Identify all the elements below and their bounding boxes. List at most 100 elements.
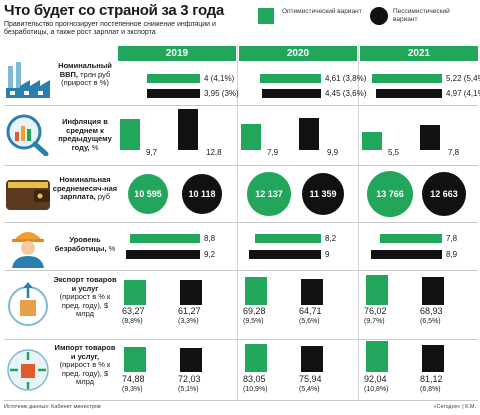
- salary-circle-optimistic: 12 137: [247, 172, 291, 216]
- import-bar-optimistic: [245, 344, 267, 372]
- row-label-export-main: Экспорт товаров и услуг: [53, 275, 117, 293]
- import-label-pessimistic: 72,03: [178, 374, 201, 384]
- row-label-import-sub: (прирост в % к пред. году), $ млрд: [59, 360, 111, 386]
- inflation-bar-optimistic: [241, 124, 261, 150]
- import-label-optimistic: 74,88: [122, 374, 145, 384]
- gdp-bar-optimistic: [372, 74, 442, 83]
- unemployment-bar-optimistic: [255, 234, 321, 243]
- row-label-inflation-main: Инфляция в среднем к предыдущему году,: [58, 117, 112, 152]
- import-label-pessimistic: 81,12: [420, 374, 443, 384]
- gdp-label-optimistic: 4,61 (3,8%): [325, 74, 367, 83]
- gdp-bar-pessimistic: [147, 89, 200, 98]
- row-label-import: Импорт товаров и услуг, (прирост в % к п…: [52, 343, 118, 387]
- row-label-unemployment-main: Уровень безработицы,: [54, 235, 107, 253]
- import-pct-optimistic: (9,3%): [122, 386, 143, 393]
- unemployment-bar-pessimistic: [249, 250, 321, 259]
- gdp-bar-optimistic: [259, 74, 321, 83]
- salary-circle-optimistic: 13 766: [367, 171, 413, 217]
- import-bar-pessimistic: [422, 344, 444, 372]
- unemployment-label-optimistic: 8,2: [325, 234, 337, 243]
- export-label-pessimistic: 64,71: [299, 306, 322, 316]
- legend-pessimistic-label: Пессимистический вариант: [393, 8, 450, 23]
- row-label-gdp-main: Номинальный ВВП,: [58, 61, 112, 79]
- export-pct-optimistic: (9,7%): [364, 318, 385, 325]
- row-label-export: Экспорт товаров и услуг (прирост в % к п…: [52, 275, 118, 319]
- unemployment-label-pessimistic: 9,2: [204, 250, 216, 259]
- import-pct-optimistic: (10,9%): [243, 386, 268, 393]
- salary-circle-pessimistic: 10 118: [182, 174, 222, 214]
- import-box-icon: [7, 349, 49, 391]
- export-pct-pessimistic: (6,5%): [420, 318, 441, 325]
- row-label-salary-sub: руб: [97, 192, 111, 201]
- row-divider: [4, 339, 478, 340]
- import-pct-pessimistic: (5,4%): [299, 386, 320, 393]
- unemployment-label-pessimistic: 9: [325, 250, 330, 259]
- export-label-pessimistic: 61,27: [178, 306, 201, 316]
- magnifier-chart-icon: [6, 114, 49, 156]
- row-label-inflation: Инфляция в среднем к предыдущему году, %: [52, 117, 118, 152]
- legend-pessimistic-swatch: [370, 7, 388, 25]
- salary-circle-pessimistic: 12 663: [421, 171, 467, 217]
- legend-optimistic-swatch: [258, 8, 274, 24]
- import-pct-optimistic: (10,8%): [364, 386, 389, 393]
- unemployment-bar-optimistic: [129, 234, 200, 243]
- gdp-bar-optimistic: [146, 74, 200, 83]
- page-subtitle: Правительство прогнозирует постепенное с…: [4, 21, 216, 36]
- gdp-bar-pessimistic: [375, 89, 442, 98]
- inflation-label-optimistic: 7,9: [267, 148, 279, 157]
- export-pct-pessimistic: (5,6%): [299, 318, 320, 325]
- column-divider: [358, 46, 359, 400]
- row-divider: [4, 400, 478, 401]
- row-label-inflation-sub: %: [91, 142, 99, 152]
- footer-source: Источник данных: Кабинет министров: [4, 404, 101, 410]
- year-header-2020: 2020: [239, 46, 357, 61]
- row-divider: [4, 270, 478, 271]
- import-label-optimistic: 83,05: [243, 374, 266, 384]
- export-label-optimistic: 76,02: [364, 306, 387, 316]
- row-label-export-sub: (прирост в % к пред. году), $ млрд: [59, 292, 111, 318]
- inflation-bar-pessimistic: [420, 124, 440, 150]
- import-bar-optimistic: [366, 340, 388, 372]
- import-label-pessimistic: 75,94: [299, 374, 322, 384]
- unemployment-label-optimistic: 7,8: [446, 234, 458, 243]
- export-label-optimistic: 69,28: [243, 306, 266, 316]
- inflation-bar-pessimistic: [178, 108, 198, 150]
- export-bar-pessimistic: [422, 277, 444, 305]
- gdp-label-optimistic: 5,22 (5,4%): [446, 74, 480, 83]
- inflation-bar-optimistic: [120, 118, 140, 150]
- gdp-label-pessimistic: 4,45 (3,6%): [325, 89, 367, 98]
- gdp-bar-pessimistic: [261, 89, 321, 98]
- export-bar-optimistic: [124, 279, 146, 305]
- row-divider: [4, 105, 478, 106]
- column-divider: [237, 46, 238, 400]
- import-pct-pessimistic: (5,1%): [178, 386, 199, 393]
- row-divider: [4, 165, 478, 166]
- import-bar-pessimistic: [301, 346, 323, 372]
- page-title: Что будет со страной за 3 года: [4, 2, 224, 19]
- import-pct-pessimistic: (6,8%): [420, 386, 441, 393]
- export-pct-optimistic: (8,8%): [122, 318, 143, 325]
- export-box-icon: [8, 282, 48, 326]
- row-divider: [4, 222, 478, 223]
- export-bar-optimistic: [366, 274, 388, 305]
- inflation-label-optimistic: 9,7: [146, 148, 158, 157]
- inflation-bar-pessimistic: [299, 118, 319, 150]
- worker-icon: [12, 232, 44, 268]
- inflation-label-pessimistic: 12,8: [206, 148, 222, 157]
- footer-credit: «Сегодня» | К.М.: [433, 404, 476, 410]
- inflation-label-pessimistic: 7,8: [448, 148, 460, 157]
- wallet-icon: [6, 180, 50, 210]
- row-label-unemployment: Уровень безработицы, %: [52, 235, 118, 253]
- salary-circle-pessimistic: 11 359: [302, 173, 344, 215]
- export-label-pessimistic: 68,93: [420, 306, 443, 316]
- row-label-gdp: Номинальный ВВП, трлн руб (прирост в %): [52, 61, 118, 88]
- gdp-label-optimistic: 4 (4,1%): [204, 74, 235, 83]
- legend-optimistic-label: Оптимистический вариант: [282, 8, 362, 15]
- import-bar-optimistic: [124, 346, 146, 372]
- inflation-label-pessimistic: 9,9: [327, 148, 339, 157]
- unemployment-label-pessimistic: 8,9: [446, 250, 458, 259]
- unemployment-bar-optimistic: [379, 234, 442, 243]
- gdp-label-pessimistic: 3,95 (3%): [204, 89, 239, 98]
- unemployment-bar-pessimistic: [370, 250, 442, 259]
- inflation-bar-optimistic: [362, 132, 382, 150]
